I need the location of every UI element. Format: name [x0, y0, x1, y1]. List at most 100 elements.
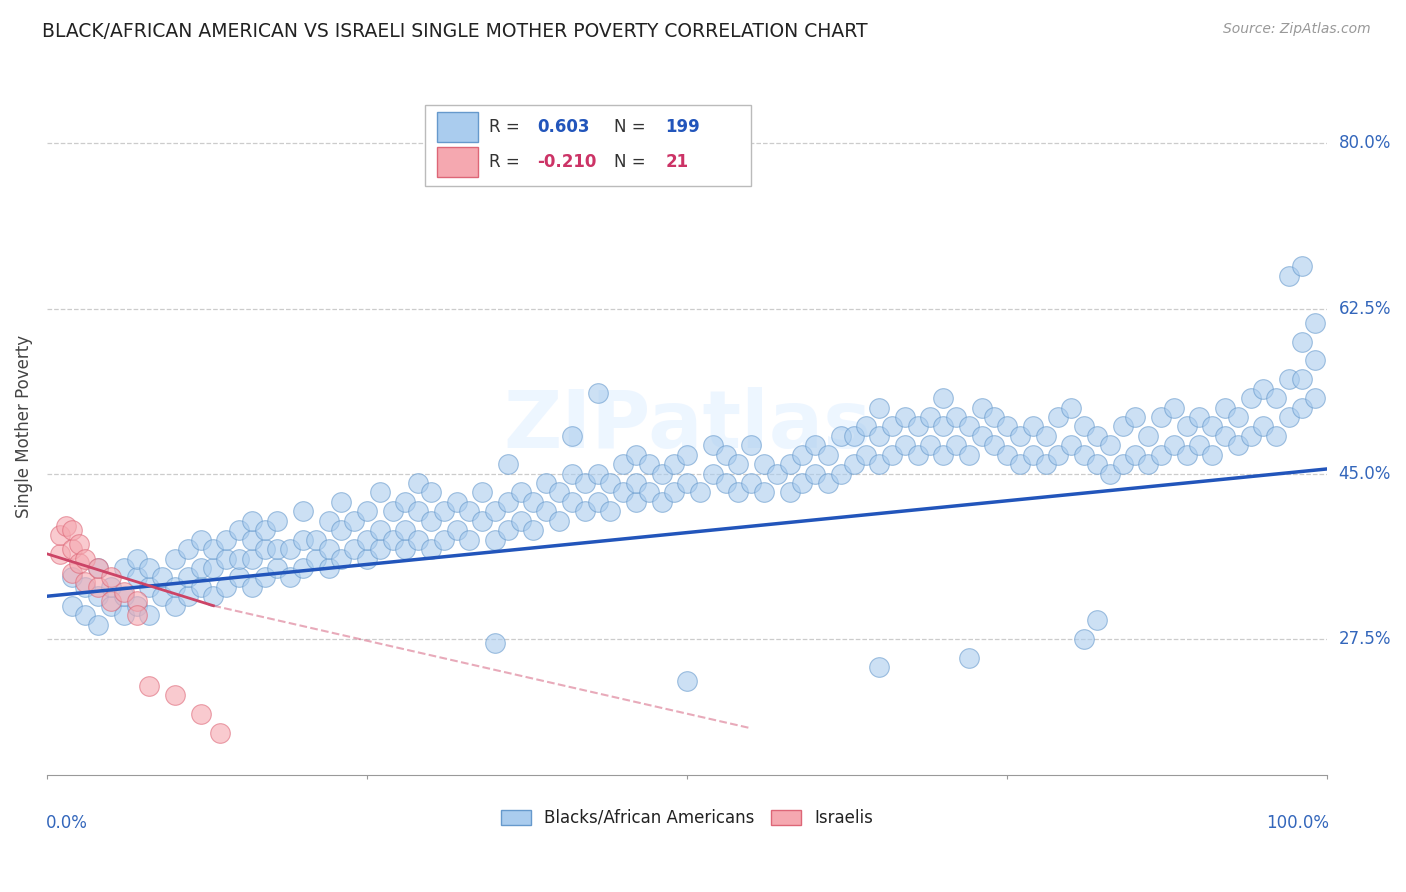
Point	[87, 580, 110, 594]
Text: R =: R =	[489, 118, 524, 136]
Point	[228, 570, 250, 584]
Point	[1265, 391, 1288, 405]
Point	[714, 448, 737, 462]
Point	[291, 504, 314, 518]
FancyBboxPatch shape	[437, 147, 478, 177]
Point	[752, 485, 775, 500]
Point	[522, 495, 544, 509]
Text: -0.210: -0.210	[537, 153, 596, 171]
Legend: Blacks/African Americans, Israelis: Blacks/African Americans, Israelis	[494, 802, 880, 833]
Point	[190, 561, 212, 575]
Point	[1010, 429, 1032, 443]
Point	[356, 533, 378, 547]
Point	[727, 485, 749, 500]
Point	[228, 523, 250, 537]
Point	[62, 542, 84, 557]
Point	[817, 476, 839, 491]
Point	[318, 514, 340, 528]
Point	[868, 660, 890, 674]
Point	[1085, 457, 1108, 471]
Point	[536, 504, 558, 518]
Point	[1213, 429, 1236, 443]
Point	[1175, 448, 1198, 462]
Point	[190, 533, 212, 547]
Point	[612, 457, 634, 471]
Point	[163, 551, 186, 566]
Point	[394, 523, 416, 537]
Point	[202, 542, 225, 557]
Point	[318, 561, 340, 575]
Point	[87, 561, 110, 575]
Point	[830, 467, 852, 481]
Point	[305, 533, 328, 547]
Point	[1022, 419, 1045, 434]
Point	[1291, 259, 1313, 273]
Point	[112, 561, 135, 575]
Text: BLACK/AFRICAN AMERICAN VS ISRAELI SINGLE MOTHER POVERTY CORRELATION CHART: BLACK/AFRICAN AMERICAN VS ISRAELI SINGLE…	[42, 22, 868, 41]
Point	[62, 523, 84, 537]
Point	[995, 448, 1018, 462]
Point	[112, 589, 135, 603]
Point	[1201, 419, 1223, 434]
Point	[792, 448, 814, 462]
Point	[561, 467, 583, 481]
Point	[458, 504, 481, 518]
Point	[150, 589, 173, 603]
Point	[433, 533, 456, 547]
Point	[62, 566, 84, 580]
Point	[817, 448, 839, 462]
Point	[458, 533, 481, 547]
Point	[394, 542, 416, 557]
Text: 62.5%: 62.5%	[1339, 300, 1391, 318]
Point	[1265, 429, 1288, 443]
Point	[536, 476, 558, 491]
Point	[842, 457, 865, 471]
Point	[202, 589, 225, 603]
Text: 45.0%: 45.0%	[1339, 465, 1391, 483]
Point	[1163, 438, 1185, 452]
Point	[945, 438, 967, 452]
Point	[484, 636, 506, 650]
Point	[1253, 382, 1275, 396]
Point	[278, 570, 301, 584]
Point	[855, 448, 877, 462]
Text: 80.0%: 80.0%	[1339, 135, 1391, 153]
Point	[266, 514, 288, 528]
Point	[983, 410, 1005, 425]
Point	[1073, 632, 1095, 646]
FancyBboxPatch shape	[425, 105, 751, 186]
Point	[1060, 401, 1083, 415]
Point	[381, 504, 404, 518]
Point	[1085, 613, 1108, 627]
Point	[1226, 410, 1249, 425]
Point	[1047, 410, 1070, 425]
Point	[1213, 401, 1236, 415]
Point	[945, 410, 967, 425]
Text: 0.0%: 0.0%	[45, 814, 87, 832]
Point	[253, 523, 276, 537]
Point	[446, 495, 468, 509]
Point	[446, 523, 468, 537]
Point	[496, 495, 519, 509]
Point	[1111, 457, 1133, 471]
Point	[67, 556, 90, 570]
Text: N =: N =	[614, 118, 651, 136]
Point	[48, 528, 70, 542]
Point	[727, 457, 749, 471]
Point	[1278, 410, 1301, 425]
Point	[624, 495, 647, 509]
Point	[1201, 448, 1223, 462]
Point	[100, 594, 122, 608]
Point	[1163, 401, 1185, 415]
Point	[1239, 391, 1261, 405]
Point	[356, 551, 378, 566]
Point	[714, 476, 737, 491]
Point	[278, 542, 301, 557]
Point	[1035, 457, 1057, 471]
Point	[163, 599, 186, 613]
Point	[62, 570, 84, 584]
Point	[1098, 467, 1121, 481]
Point	[177, 542, 200, 557]
Point	[880, 448, 903, 462]
Point	[368, 523, 391, 537]
